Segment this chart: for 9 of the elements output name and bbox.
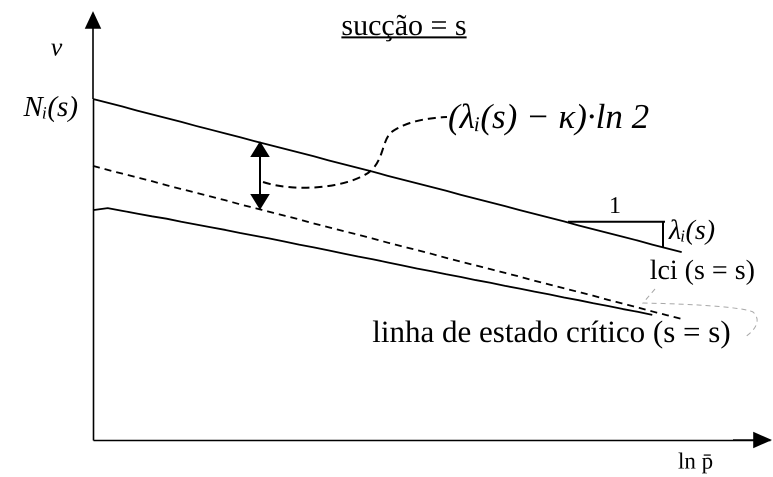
series-label: linha de estado crítico (s = s) — [372, 314, 731, 349]
chart-title: sucção = s — [341, 9, 467, 42]
annotation: (λᵢ(s) − κ)·ln 2 — [448, 97, 650, 136]
x-axis-title: ln p̄ — [678, 448, 714, 474]
legend-label: lci (s = s) — [650, 255, 755, 286]
text: Nᵢ(s) — [22, 91, 78, 123]
y-axis-title: v — [50, 32, 63, 62]
annotation: λᵢ(s) — [668, 215, 716, 246]
annotation: 1 — [609, 193, 621, 219]
